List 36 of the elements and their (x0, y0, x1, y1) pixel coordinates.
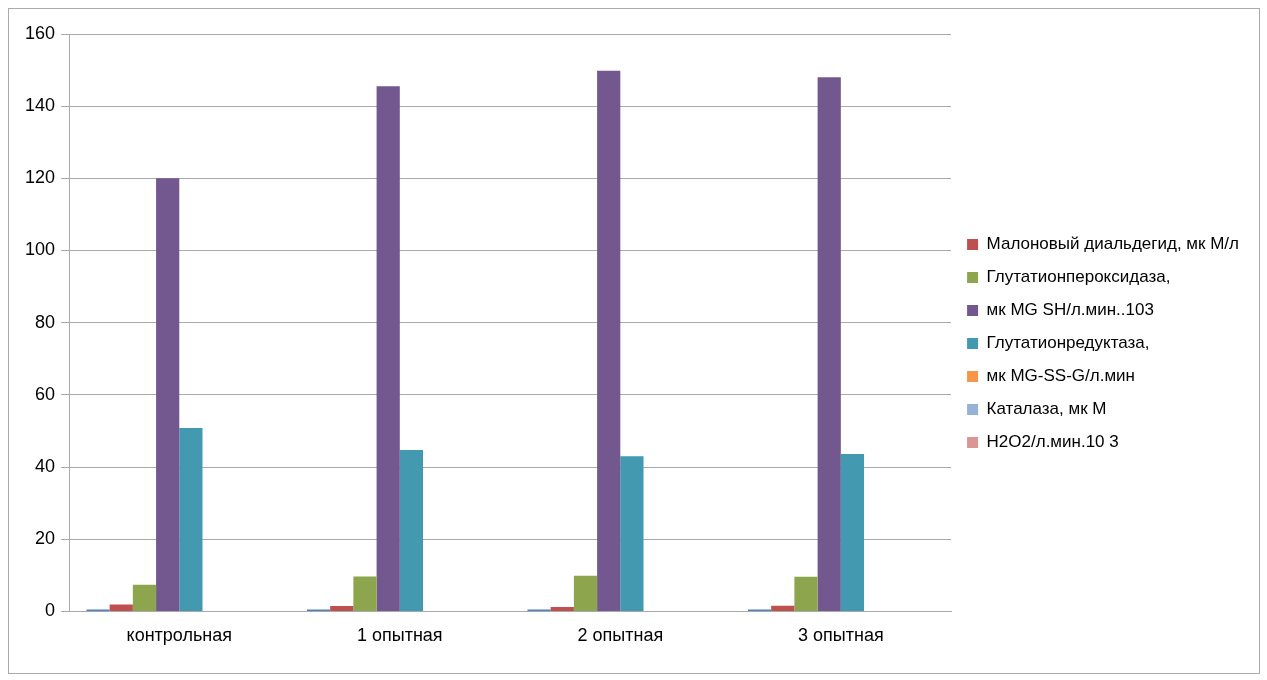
x-tick-label: 2 опытная (577, 625, 664, 646)
bar (573, 575, 598, 611)
bar (771, 605, 795, 611)
legend-label: H2O2/л.мин.10 3 (986, 432, 1119, 452)
bar (817, 77, 841, 611)
bar (620, 456, 644, 611)
y-tick-label: 0 (45, 600, 56, 621)
y-tick-label: 80 (35, 311, 56, 332)
legend-label: Глутатионредуктаза, (986, 333, 1150, 353)
legend-label: Глутатионпероксидаза, (986, 267, 1171, 287)
x-tick-label: 1 опытная (356, 625, 443, 646)
bar (597, 70, 621, 611)
x-tick-label: контрольная (126, 625, 233, 646)
y-tick-label: 140 (24, 95, 56, 116)
bar (156, 178, 180, 611)
bar (179, 428, 203, 611)
bar (330, 605, 354, 611)
legend-label: мк MG SH/л.мин..103 (986, 300, 1154, 320)
legend-label: Каталаза, мк М (986, 399, 1107, 419)
bar (109, 604, 133, 611)
y-tick-label: 120 (24, 167, 56, 188)
bar (794, 576, 818, 611)
bar (376, 86, 400, 611)
bar (132, 584, 157, 611)
x-tick-label: 3 опытная (798, 625, 884, 646)
bar (550, 607, 574, 611)
bar (399, 450, 424, 611)
bar (840, 454, 865, 611)
y-tick-label: 20 (35, 528, 56, 549)
legend-label: мк MG-SS-G/л.мин (986, 366, 1135, 386)
y-tick-label: 40 (35, 456, 56, 477)
legend-label: Малоновый диальдегид, мк М/л (986, 234, 1239, 254)
bar (353, 576, 377, 611)
y-tick-label: 100 (24, 239, 56, 260)
y-tick-label: 60 (35, 383, 56, 404)
y-tick-label: 160 (24, 22, 56, 43)
